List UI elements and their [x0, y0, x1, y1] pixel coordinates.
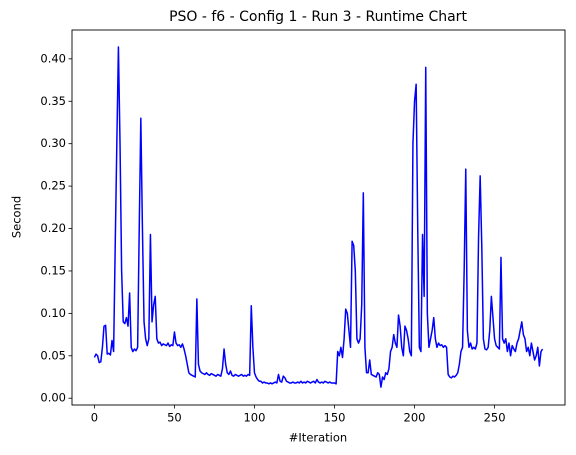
y-axis-label: Second [10, 196, 24, 238]
y-tick-label: 0.35 [40, 94, 66, 108]
y-tick-label: 0.30 [40, 136, 66, 150]
y-tick-label: 0.20 [40, 221, 66, 235]
y-tick-label: 0.10 [40, 306, 66, 320]
y-tick-label: 0.05 [40, 348, 66, 362]
x-tick-label: 50 [167, 411, 182, 425]
y-tick-label: 0.25 [40, 179, 66, 193]
chart-title: PSO - f6 - Config 1 - Run 3 - Runtime Ch… [169, 9, 467, 25]
x-tick-label: 0 [91, 411, 98, 425]
y-tick-label: 0.15 [40, 263, 66, 277]
runtime-line [93, 46, 544, 388]
x-tick-label: 250 [484, 411, 506, 425]
y-tick-label: 0.00 [40, 391, 66, 405]
x-tick-label: 200 [404, 411, 426, 425]
x-tick-label: 100 [243, 411, 265, 425]
y-tick-label: 0.40 [40, 51, 66, 65]
x-tick-label: 150 [324, 411, 346, 425]
plot-frame [71, 29, 566, 406]
x-axis-label: #Iteration [289, 431, 347, 445]
